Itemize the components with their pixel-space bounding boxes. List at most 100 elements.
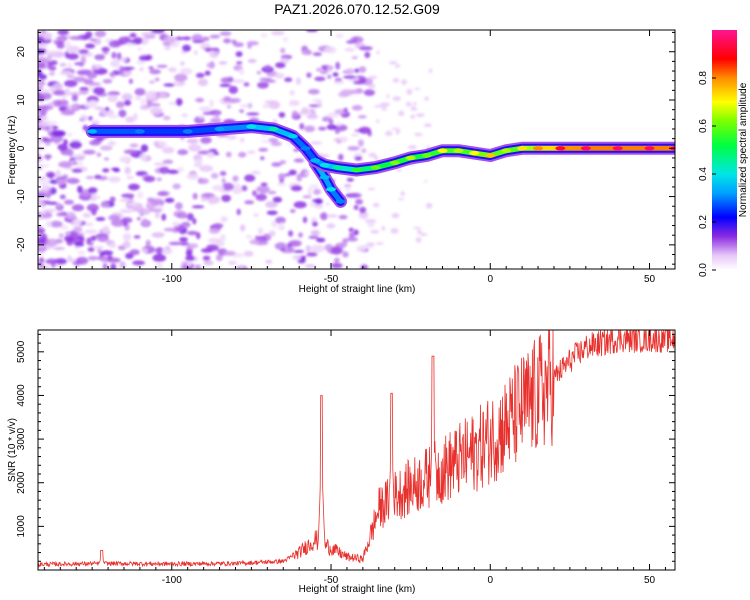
noise-speckle — [59, 62, 67, 67]
noise-speckle — [57, 30, 69, 36]
noise-speckle — [293, 201, 307, 209]
noise-speckle — [140, 144, 149, 153]
noise-speckle — [67, 148, 74, 157]
ridge-point — [517, 146, 528, 151]
noise-speckle — [373, 105, 382, 108]
snr-series-line — [38, 330, 675, 568]
noise-speckle — [388, 61, 398, 65]
noise-speckle — [348, 227, 354, 232]
noise-speckle — [236, 208, 241, 216]
noise-speckle — [321, 65, 328, 69]
noise-speckle — [200, 136, 212, 144]
noise-speckle — [228, 85, 238, 94]
noise-speckle — [110, 263, 117, 269]
noise-speckle — [188, 144, 202, 152]
noise-speckle — [221, 178, 226, 184]
noise-speckle — [102, 263, 108, 269]
heatmap-y-tick-label: -20 — [16, 237, 27, 252]
noise-speckle — [168, 241, 183, 246]
noise-speckle — [314, 76, 326, 82]
noise-speckle — [156, 64, 168, 68]
snr-y-tick-label: 3000 — [16, 428, 27, 451]
noise-speckle — [376, 50, 380, 55]
noise-speckle — [38, 200, 46, 207]
noise-speckle — [221, 182, 234, 191]
noise-speckle — [121, 93, 133, 101]
noise-speckle — [80, 114, 88, 121]
noise-speckle — [296, 173, 303, 182]
noise-speckle — [50, 60, 58, 66]
noise-speckle — [125, 116, 135, 123]
noise-speckle — [274, 72, 285, 79]
noise-speckle — [203, 47, 217, 51]
noise-speckle — [280, 247, 286, 252]
noise-speckle — [88, 116, 93, 121]
noise-speckle — [423, 180, 428, 183]
noise-speckle — [64, 235, 74, 242]
noise-speckle — [86, 203, 99, 212]
noise-speckle — [202, 111, 214, 116]
ridge-point — [469, 150, 480, 156]
noise-speckle — [141, 32, 155, 37]
noise-speckle — [381, 108, 387, 111]
noise-speckle — [45, 171, 56, 178]
noise-speckle — [232, 79, 245, 84]
noise-speckle — [38, 230, 44, 235]
noise-speckle — [304, 264, 316, 268]
colorbar-tick-label: 0.0 — [698, 263, 709, 277]
noise-speckle — [236, 61, 243, 65]
noise-speckle — [128, 183, 140, 191]
chart-title: PAZ1.2026.070.12.52.G09 — [274, 1, 440, 17]
noise-speckle — [181, 113, 188, 118]
noise-speckle — [353, 80, 366, 85]
noise-speckle — [239, 137, 245, 143]
noise-speckle — [199, 165, 214, 172]
noise-speckle — [177, 149, 189, 156]
noise-speckle — [339, 136, 348, 142]
noise-speckle — [157, 191, 168, 196]
noise-speckle — [42, 265, 51, 269]
noise-speckle — [94, 30, 107, 38]
noise-speckle — [94, 245, 104, 250]
noise-speckle — [161, 248, 173, 255]
noise-speckle — [345, 68, 355, 75]
noise-speckle — [351, 56, 358, 60]
noise-speckle — [102, 79, 113, 84]
noise-speckle — [38, 142, 42, 147]
noise-speckle — [60, 110, 75, 116]
noise-speckle — [288, 101, 301, 106]
noise-speckle — [298, 232, 303, 238]
noise-speckle — [395, 64, 401, 67]
noise-speckle — [249, 239, 260, 245]
noise-speckle — [239, 68, 245, 75]
noise-speckle — [80, 56, 87, 65]
noise-speckle — [243, 82, 250, 87]
noise-speckle — [136, 217, 141, 221]
noise-speckle — [82, 212, 92, 218]
noise-speckle — [391, 212, 400, 219]
noise-speckle — [50, 134, 64, 143]
noise-speckle — [155, 262, 163, 269]
noise-speckle — [326, 223, 336, 229]
noise-speckle — [204, 70, 211, 76]
noise-speckle — [358, 126, 371, 134]
noise-speckle — [245, 235, 253, 239]
noise-speckle — [152, 253, 167, 262]
noise-speckle — [186, 173, 199, 180]
noise-speckle — [71, 168, 83, 173]
noise-speckle — [71, 204, 85, 212]
noise-speckle — [128, 78, 133, 85]
noise-speckle — [129, 143, 139, 148]
noise-speckle — [119, 65, 124, 74]
noise-speckle — [119, 261, 126, 269]
noise-speckle — [162, 159, 174, 164]
noise-speckle — [415, 237, 422, 243]
noise-speckle — [69, 141, 82, 149]
noise-speckle — [65, 41, 71, 50]
noise-speckle — [311, 230, 320, 237]
noise-speckle — [89, 85, 94, 91]
noise-speckle — [140, 98, 146, 106]
noise-speckle — [89, 140, 101, 146]
noise-speckle — [356, 245, 367, 252]
